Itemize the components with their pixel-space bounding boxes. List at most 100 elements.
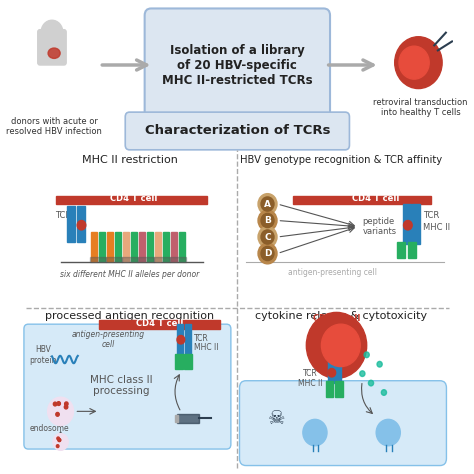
Text: Characterization of TCRs: Characterization of TCRs [145,125,330,137]
Bar [177,414,199,423]
Bar [100,232,105,261]
Bar [77,206,85,242]
Circle shape [77,220,86,230]
Bar [397,242,405,258]
Text: A: A [264,200,271,209]
Text: B: B [264,216,271,225]
Circle shape [261,213,274,228]
Bar [131,232,137,261]
Text: endosome: endosome [30,424,70,433]
Text: cytokine release & cytotoxicity: cytokine release & cytotoxicity [255,311,427,321]
Text: peptide
variants: peptide variants [363,217,396,237]
Bar [56,196,207,204]
Bar [184,354,192,369]
Bar [138,232,145,261]
FancyBboxPatch shape [24,324,231,449]
Text: processed antigen recognition: processed antigen recognition [45,311,214,321]
Bar [122,257,138,262]
Bar [138,257,154,262]
Bar [147,232,153,261]
Text: ☠: ☠ [267,409,285,428]
Circle shape [261,197,274,211]
Bar [175,354,182,369]
Circle shape [258,210,277,231]
Text: antigen-presenting cell: antigen-presenting cell [288,268,377,277]
Text: retroviral transduction
into healthy T cells: retroviral transduction into healthy T c… [374,98,468,118]
Circle shape [399,46,429,79]
Circle shape [65,404,68,408]
Bar [90,257,106,262]
Circle shape [261,230,274,244]
Text: antigen-presenting
cell: antigen-presenting cell [72,330,145,349]
Bar [67,206,75,242]
Text: MHC II: MHC II [423,223,450,232]
Text: HBV
protein: HBV protein [29,345,57,365]
Text: TCR: TCR [194,334,209,343]
Circle shape [306,312,367,378]
Circle shape [177,336,185,344]
Text: CD4 T cell: CD4 T cell [110,194,157,203]
Text: TCR: TCR [423,211,439,220]
Circle shape [258,243,277,264]
FancyBboxPatch shape [145,9,330,121]
Circle shape [62,441,65,444]
Text: MHC class II
processing: MHC class II processing [90,374,152,396]
Circle shape [376,419,401,446]
Circle shape [258,227,277,247]
Text: six different MHC II alleles per donor: six different MHC II alleles per donor [60,270,199,279]
Circle shape [321,324,360,366]
Bar [403,204,411,244]
Text: MHC II: MHC II [194,343,219,352]
FancyBboxPatch shape [125,112,349,150]
Text: C: C [264,233,271,241]
Circle shape [403,220,412,230]
Circle shape [58,402,62,406]
Bar [123,232,129,261]
Bar [326,381,334,397]
Circle shape [60,404,63,408]
Bar [163,232,169,261]
Bar [335,357,341,383]
Bar [154,257,170,262]
Bar [155,232,161,261]
Bar [293,196,431,204]
Text: TCR: TCR [303,369,318,378]
Text: CD4 T cell: CD4 T cell [352,194,399,203]
Bar [107,232,113,261]
Bar [171,232,176,261]
Circle shape [368,380,374,386]
Circle shape [61,438,63,441]
Text: Isolation of a library
of 20 HBV-specific
MHC II-restricted TCRs: Isolation of a library of 20 HBV-specifi… [162,44,313,86]
Circle shape [395,36,442,89]
Circle shape [258,194,277,214]
Circle shape [303,419,327,446]
Text: donors with acute or
resolved HBV infection: donors with acute or resolved HBV infect… [6,117,102,136]
Bar [115,232,121,261]
Bar [179,232,185,261]
Text: HBV genotype recognition & TCR affinity: HBV genotype recognition & TCR affinity [240,155,442,164]
Circle shape [53,407,56,411]
Circle shape [328,368,336,377]
Circle shape [62,440,65,443]
Bar [177,324,183,355]
Bar [408,242,416,258]
Circle shape [382,390,386,395]
Circle shape [360,371,365,376]
Bar [175,415,178,422]
Bar [91,232,97,261]
Circle shape [261,246,274,261]
Bar [328,357,334,383]
Bar [170,257,186,262]
Circle shape [56,401,60,405]
Bar [185,324,191,355]
Bar [335,381,343,397]
Circle shape [57,441,59,444]
Text: TCR: TCR [55,211,71,220]
Text: MHC II: MHC II [299,379,323,388]
FancyBboxPatch shape [239,381,447,465]
Bar [106,257,122,262]
Circle shape [48,397,73,426]
Ellipse shape [48,48,60,58]
FancyBboxPatch shape [38,30,66,65]
Text: MHC II restriction: MHC II restriction [82,155,177,164]
